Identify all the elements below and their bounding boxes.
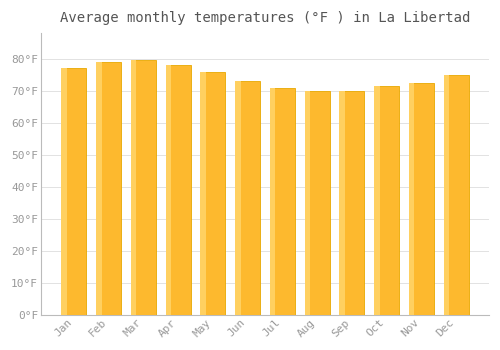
Bar [270,88,295,315]
Bar [200,72,226,315]
Bar [444,75,468,315]
Bar [340,91,364,315]
Bar [270,88,276,315]
Bar [131,61,156,315]
Bar [62,68,86,315]
Bar [409,83,434,315]
Bar [166,65,171,315]
Bar [96,62,102,315]
Bar [304,91,310,315]
Bar [340,91,345,315]
Title: Average monthly temperatures (°F ) in La Libertad: Average monthly temperatures (°F ) in La… [60,11,470,25]
Bar [235,81,240,315]
Bar [304,91,330,315]
Bar [374,86,380,315]
Bar [200,72,206,315]
Bar [374,86,399,315]
Bar [166,65,190,315]
Bar [131,61,136,315]
Bar [444,75,449,315]
Bar [62,68,67,315]
Bar [409,83,414,315]
Bar [96,62,121,315]
Bar [235,81,260,315]
